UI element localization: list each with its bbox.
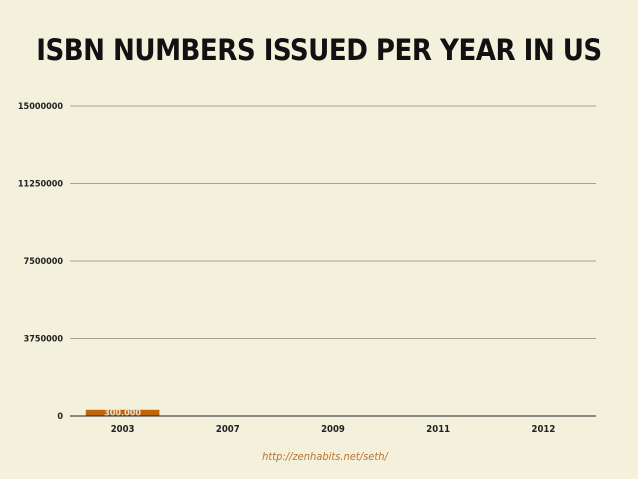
x-axis-categories: 2003 2007 2009 2011 2012 xyxy=(111,424,556,435)
grid-lines xyxy=(70,105,596,339)
y-tick-label: 3750000 xyxy=(24,335,64,345)
x-category-label: 2009 xyxy=(321,424,345,435)
x-category-label: 2007 xyxy=(216,424,240,435)
y-tick-label: 15000000 xyxy=(18,102,63,112)
bar-2003 xyxy=(85,409,160,416)
y-tick-label: 7500000 xyxy=(24,257,64,267)
source-link[interactable]: http://zenhabits.net/seth/ xyxy=(262,450,389,463)
chart-title: ISBN NUMBERS ISSUED PER YEAR IN US xyxy=(36,33,601,67)
y-tick-label: 0 xyxy=(57,412,63,422)
bar-data-label: 300,000 xyxy=(104,409,141,419)
bars: 300,000 xyxy=(85,409,160,419)
x-category-label: 2012 xyxy=(532,424,556,435)
y-tick-label: 11250000 xyxy=(18,180,63,190)
x-category-label: 2011 xyxy=(426,424,450,435)
x-category-label: 2003 xyxy=(111,424,135,435)
y-axis-ticks: 0 3750000 7500000 11250000 15000000 xyxy=(18,102,63,422)
